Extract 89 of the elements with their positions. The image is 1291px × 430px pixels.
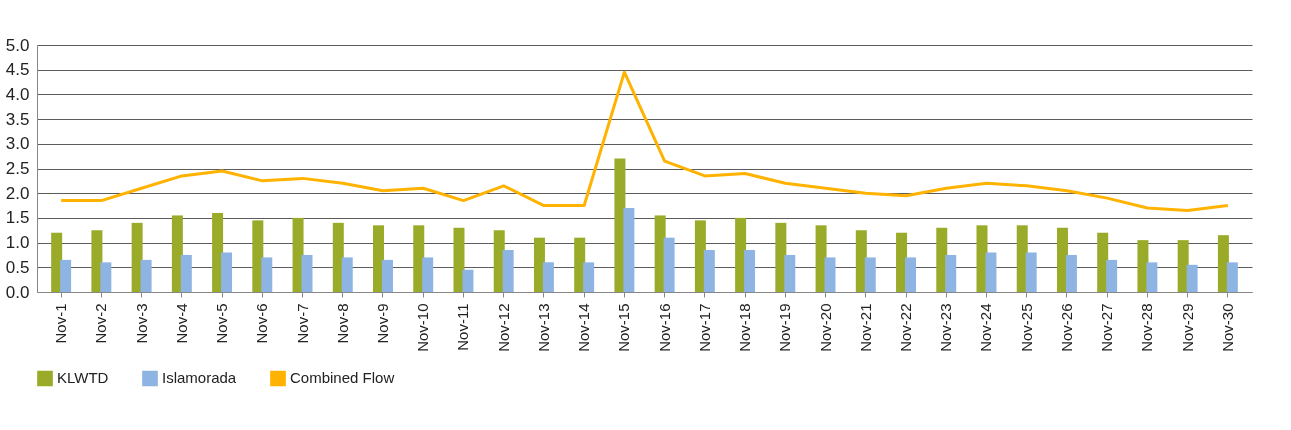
x-tick-label: Nov-22	[897, 303, 915, 352]
bar	[292, 217, 304, 292]
bar	[381, 259, 393, 292]
y-tick-label: 0.0	[5, 282, 30, 302]
bar	[252, 220, 264, 292]
x-tick-label: Nov-14	[575, 303, 593, 352]
legend-label: Combined Flow	[290, 369, 395, 387]
x-tick-label: Nov-29	[1178, 303, 1196, 352]
bar	[1146, 262, 1158, 292]
bar	[502, 250, 514, 292]
x-tick-label: Nov-3	[132, 303, 150, 344]
y-tick-label: 2.5	[5, 159, 30, 178]
bar	[1226, 262, 1238, 292]
x-tick-label: Nov-2	[92, 303, 110, 344]
x-tick-label: Nov-24	[977, 303, 995, 352]
bar	[985, 252, 997, 292]
x-tick-label: Nov-21	[856, 303, 874, 352]
x-tick-label: Nov-28	[1138, 303, 1156, 352]
y-tick-label: 1.0	[5, 233, 30, 253]
x-tick-label: Nov-13	[534, 303, 552, 352]
x-tick-label: Nov-6	[253, 303, 271, 344]
bar	[453, 227, 465, 292]
line-series	[59, 70, 1230, 212]
bar	[1177, 240, 1189, 292]
x-tick-label: Nov-7	[293, 303, 311, 344]
bar	[140, 259, 152, 292]
bar	[945, 254, 957, 292]
y-tick-label: 5.0	[5, 35, 30, 55]
bar	[261, 257, 273, 292]
bar	[775, 222, 787, 292]
bar	[100, 262, 112, 292]
x-tick-label: Nov-15	[615, 303, 633, 352]
bar	[301, 254, 313, 292]
bar	[1186, 264, 1198, 292]
x-tick-label: Nov-9	[373, 303, 391, 344]
x-tick-label: Nov-20	[816, 303, 834, 352]
x-tick-label: Nov-17	[695, 303, 713, 352]
bar	[744, 250, 756, 292]
bar	[221, 252, 233, 292]
bar	[542, 262, 554, 292]
bar	[60, 259, 72, 292]
bar	[91, 230, 103, 292]
bar	[332, 222, 344, 292]
bar	[623, 208, 635, 292]
x-tick-label: Nov-18	[736, 303, 754, 352]
y-tick-label: 0.5	[5, 257, 30, 277]
bar	[171, 215, 183, 292]
bar	[180, 254, 192, 292]
bar	[212, 212, 224, 292]
x-tick-label: Nov-26	[1057, 303, 1075, 352]
x-tick-label: Nov-19	[776, 303, 794, 352]
bar	[663, 237, 675, 292]
bar	[1065, 254, 1077, 292]
bar	[1025, 252, 1037, 292]
x-tick-label: Nov-27	[1098, 303, 1116, 352]
legend-label: Islamorada	[162, 369, 237, 387]
y-tick-label: 2.0	[5, 183, 30, 203]
bar	[824, 257, 836, 292]
x-tick-label: Nov-1	[52, 303, 70, 344]
x-tick-label: Nov-25	[1017, 303, 1035, 352]
x-tick-label: Nov-12	[494, 303, 512, 352]
x-tick-label: Nov-23	[937, 303, 955, 352]
x-tick-label: Nov-10	[414, 303, 432, 352]
y-tick-label: 1.5	[5, 208, 30, 228]
x-tick-label: Nov-8	[333, 303, 351, 344]
bar	[1217, 235, 1229, 292]
bar	[131, 222, 143, 292]
bar	[784, 254, 796, 292]
legend-label: KLWTD	[57, 369, 109, 387]
y-tick-label: 4.5	[5, 60, 30, 80]
bar	[462, 269, 474, 292]
y-tick-label: 4.0	[5, 84, 30, 104]
x-tick-label: Nov-30	[1218, 303, 1236, 352]
y-tick-label: 3.0	[5, 134, 30, 154]
bar	[422, 257, 434, 292]
bar	[373, 225, 385, 292]
bar	[815, 225, 827, 292]
bar	[1106, 259, 1118, 292]
bar	[583, 262, 595, 292]
x-tick-label: Nov-4	[172, 303, 190, 344]
x-tick-label: Nov-11	[454, 303, 472, 351]
y-tick-label: 3.5	[5, 109, 30, 129]
x-tick-label: Nov-16	[655, 303, 673, 352]
bar	[341, 257, 353, 292]
x-tick-label: Nov-5	[213, 303, 231, 344]
bar	[703, 250, 715, 292]
bar	[413, 225, 425, 292]
bar	[904, 257, 916, 292]
bar	[864, 257, 876, 292]
